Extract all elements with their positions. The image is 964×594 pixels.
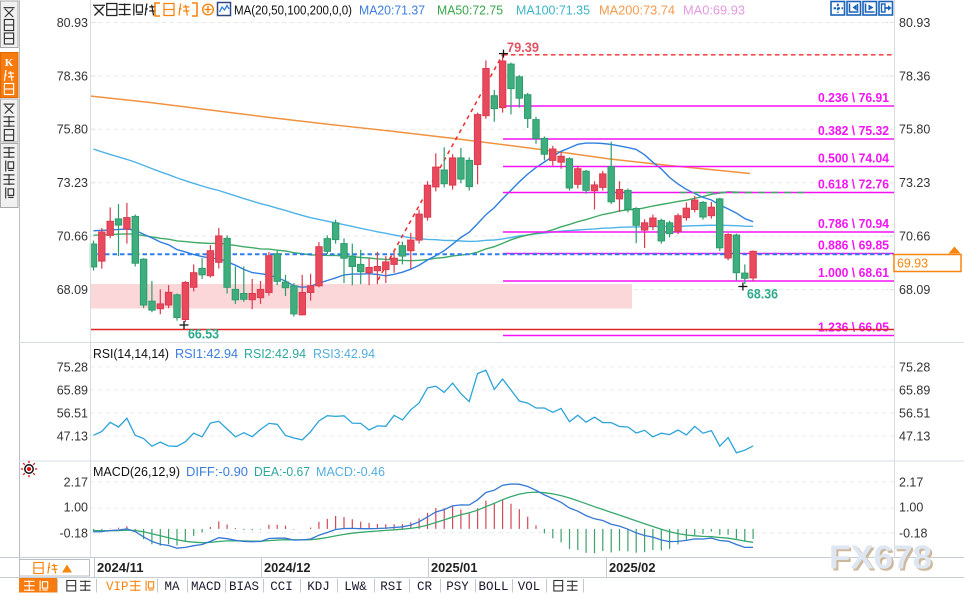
svg-text:RSI1:42.94: RSI1:42.94 — [175, 346, 238, 361]
svg-text:70.66: 70.66 — [899, 230, 930, 244]
svg-text:-0.18: -0.18 — [60, 526, 89, 540]
svg-text:FX678: FX678 — [831, 541, 934, 578]
svg-text:80.93: 80.93 — [899, 16, 930, 30]
svg-text:2025/01: 2025/01 — [431, 560, 478, 575]
svg-text:79.39: 79.39 — [507, 40, 539, 55]
svg-text:66.53: 66.53 — [188, 327, 219, 342]
svg-text:69.93: 69.93 — [897, 257, 928, 271]
svg-text:47.13: 47.13 — [899, 429, 930, 443]
svg-text:MACD(26,12,9): MACD(26,12,9) — [93, 464, 180, 479]
svg-text:0.500 \ 74.04: 0.500 \ 74.04 — [818, 152, 889, 166]
svg-text:80.93: 80.93 — [57, 16, 88, 30]
svg-text:CCI: CCI — [270, 580, 293, 594]
svg-text:0.786 \ 70.94: 0.786 \ 70.94 — [818, 217, 889, 231]
svg-text:MA20:71.37: MA20:71.37 — [359, 3, 425, 18]
svg-text:RSI3:42.94: RSI3:42.94 — [313, 346, 375, 361]
svg-text:MA: MA — [164, 580, 180, 594]
svg-text:FX678: FX678 — [829, 539, 932, 576]
svg-text:DEA:-0.67: DEA:-0.67 — [254, 464, 310, 479]
svg-text:2024/11: 2024/11 — [97, 560, 144, 575]
svg-text:DIFF:-0.90: DIFF:-0.90 — [186, 464, 248, 479]
svg-text:2025/02: 2025/02 — [609, 560, 656, 575]
svg-text:RSI(14,14,14): RSI(14,14,14) — [93, 346, 169, 361]
svg-text:47.13: 47.13 — [57, 429, 88, 443]
svg-text:MACD:-0.46: MACD:-0.46 — [316, 464, 385, 479]
svg-text:PSY: PSY — [446, 580, 469, 594]
svg-text:BOLL: BOLL — [478, 580, 508, 594]
svg-text:RSI: RSI — [380, 580, 403, 594]
svg-text:MA100:71.35: MA100:71.35 — [516, 3, 590, 18]
svg-text:75.28: 75.28 — [57, 360, 88, 374]
svg-text:0.382 \ 75.32: 0.382 \ 75.32 — [818, 124, 889, 138]
svg-text:MA(20,50,100,200,0,0): MA(20,50,100,200,0,0) — [234, 3, 352, 18]
svg-text:56.51: 56.51 — [57, 406, 88, 420]
svg-text:1.236 \ 66.05: 1.236 \ 66.05 — [818, 321, 889, 335]
svg-text:0.886 \ 69.85: 0.886 \ 69.85 — [818, 239, 889, 253]
svg-text:2024/12: 2024/12 — [264, 560, 311, 575]
svg-text:2.17: 2.17 — [899, 475, 923, 489]
svg-text:K: K — [5, 57, 14, 69]
svg-text:78.36: 78.36 — [899, 69, 930, 83]
svg-text:70.66: 70.66 — [57, 230, 88, 244]
svg-text:CR: CR — [417, 580, 433, 594]
svg-text:65.89: 65.89 — [899, 383, 930, 397]
svg-text:-0.18: -0.18 — [899, 526, 928, 540]
svg-text:VOL: VOL — [518, 580, 541, 594]
svg-text:2.17: 2.17 — [64, 475, 88, 489]
svg-text:MA50:72.75: MA50:72.75 — [437, 3, 503, 18]
svg-text:68.36: 68.36 — [747, 287, 778, 302]
svg-text:1.00: 1.00 — [64, 501, 88, 515]
svg-text:78.36: 78.36 — [57, 69, 88, 83]
svg-text:KDJ: KDJ — [307, 580, 330, 594]
svg-text:56.51: 56.51 — [899, 406, 930, 420]
svg-text:VIP: VIP — [106, 580, 129, 594]
svg-text:75.28: 75.28 — [899, 360, 930, 374]
svg-text:MA0:69.93: MA0:69.93 — [683, 3, 745, 18]
svg-text:BIAS: BIAS — [229, 580, 259, 594]
svg-text:1.00: 1.00 — [899, 501, 923, 515]
svg-text:75.80: 75.80 — [899, 123, 930, 137]
svg-text:0.236 \ 76.91: 0.236 \ 76.91 — [818, 91, 889, 105]
svg-text:75.80: 75.80 — [57, 123, 88, 137]
svg-text:73.23: 73.23 — [899, 176, 930, 190]
svg-text:MACD: MACD — [191, 580, 221, 594]
svg-text:68.09: 68.09 — [899, 283, 930, 297]
svg-text:LW&: LW& — [344, 580, 367, 594]
svg-text:1.000 \ 68.61: 1.000 \ 68.61 — [818, 266, 889, 280]
svg-text:68.09: 68.09 — [57, 283, 88, 297]
svg-text:0.618 \ 72.76: 0.618 \ 72.76 — [818, 178, 889, 192]
svg-text:65.89: 65.89 — [57, 383, 88, 397]
svg-text:73.23: 73.23 — [57, 176, 88, 190]
svg-text:MA200:73.74: MA200:73.74 — [599, 3, 675, 18]
svg-text:RSI2:42.94: RSI2:42.94 — [244, 346, 306, 361]
